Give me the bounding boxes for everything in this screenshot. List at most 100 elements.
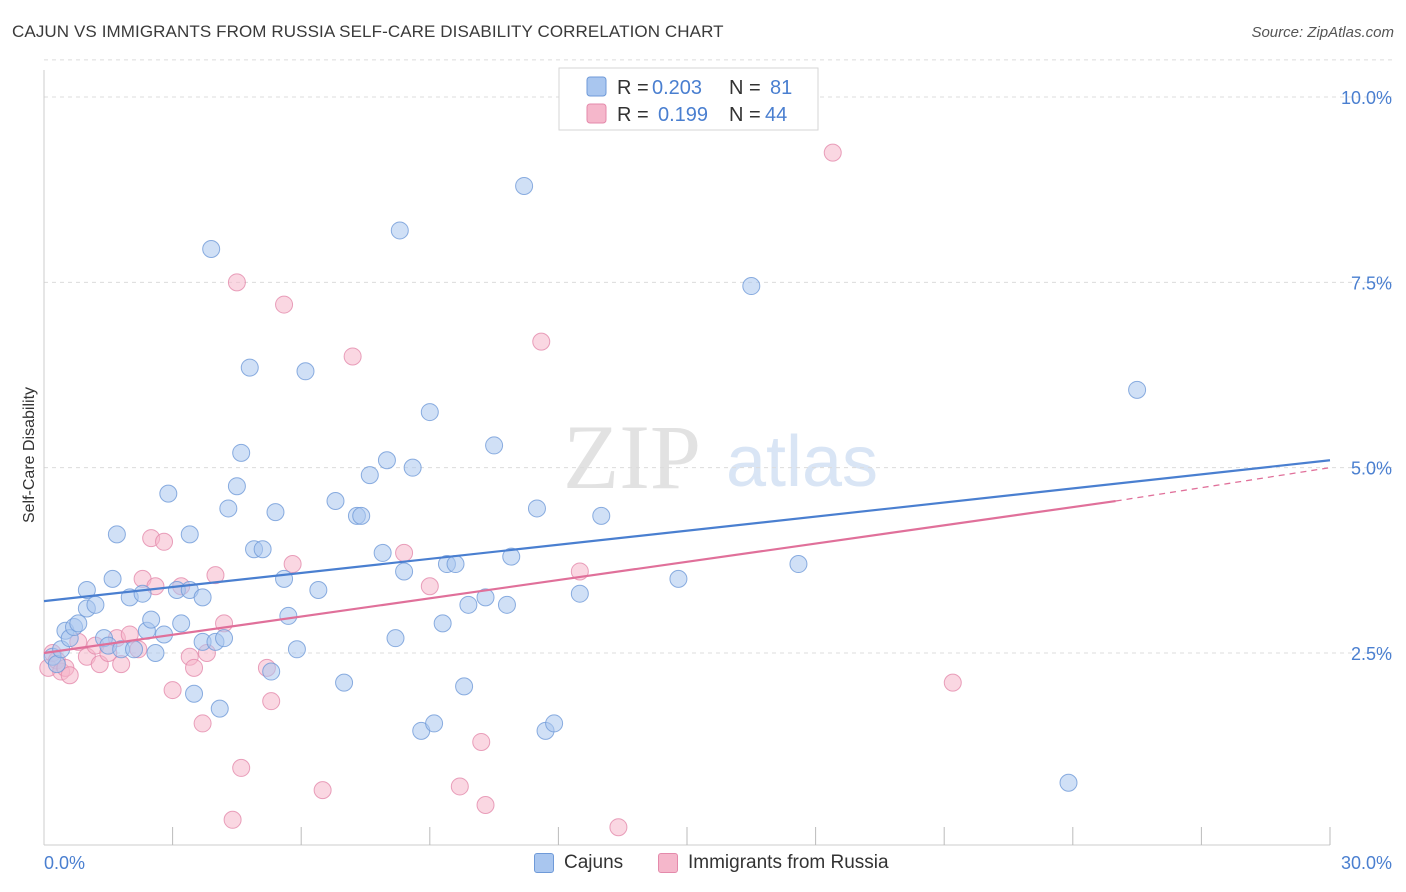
russia-point-29	[232, 758, 251, 777]
cajuns-point-36	[232, 443, 251, 462]
legend-item-cajuns: Cajuns	[534, 852, 623, 874]
bottom-legend: Cajuns Immigrants from Russia	[0, 852, 1406, 880]
cajuns-point-47	[326, 492, 345, 511]
legend-swatch-pink	[586, 103, 607, 124]
legend-swatch-cajuns	[534, 853, 554, 873]
cajuns-point-44	[287, 640, 306, 659]
cajuns-point-35	[227, 477, 246, 496]
cajuns-point-30	[202, 239, 221, 258]
russia-point-23	[193, 714, 212, 733]
legend-n-value-1: 81	[770, 77, 792, 99]
russia-point-33	[283, 555, 302, 574]
x-tick-label-max: 30.0%	[1341, 853, 1392, 873]
cajuns-point-76	[669, 569, 688, 588]
grid-lines	[44, 59, 1392, 654]
series-cajuns-points	[43, 176, 1147, 792]
cajuns-point-32	[210, 699, 229, 718]
cajuns-point-9	[86, 595, 105, 614]
russia-point-34	[313, 781, 332, 800]
y-tick-labels: 2.5% 5.0% 7.5% 10.0%	[1341, 88, 1392, 664]
legend-label-russia: Immigrants from Russia	[688, 852, 889, 873]
russia-point-36	[395, 543, 414, 562]
cajuns-point-7	[77, 580, 96, 599]
cajuns-point-65	[459, 595, 478, 614]
cajuns-point-39	[253, 540, 272, 559]
trend-lines	[43, 459, 1331, 655]
legend-item-russia: Immigrants from Russia	[658, 852, 889, 874]
cajuns-point-70	[515, 176, 534, 195]
cajuns-point-66	[476, 588, 495, 607]
cajuns-point-24	[172, 614, 191, 633]
cajuns-point-20	[146, 644, 165, 662]
cajuns-point-63	[446, 555, 465, 574]
cajuns-point-17	[133, 584, 152, 603]
russia-point-35	[343, 347, 362, 366]
y-tick-label-2: 7.5%	[1351, 273, 1392, 293]
top-legend: R = 0.203 N = 81 R = 0.199 N = 44	[558, 67, 819, 131]
legend-r-label-2: R =	[617, 104, 649, 126]
legend-r-label-1: R =	[617, 77, 649, 99]
cajuns-point-50	[352, 506, 371, 525]
axes	[43, 70, 1331, 846]
cajuns-point-34	[219, 499, 238, 518]
russia-point-27	[223, 810, 242, 829]
cajuns-point-71	[527, 499, 546, 518]
legend-n-value-2: 44	[765, 104, 787, 126]
y-tick-label-0: 2.5%	[1351, 644, 1392, 664]
cajuns-point-22	[159, 484, 178, 503]
cajuns-point-53	[377, 451, 396, 470]
cajuns-point-43	[279, 606, 298, 625]
cajuns-point-16	[125, 640, 144, 659]
russia-point-31	[262, 692, 281, 711]
cajuns-point-45	[296, 362, 315, 381]
cajuns-point-74	[570, 584, 589, 603]
russia-point-18	[155, 532, 174, 551]
russia-point-41	[532, 332, 551, 351]
cajuns-point-80	[1059, 773, 1078, 792]
cajuns-point-29	[193, 588, 212, 607]
cajuns-point-6	[69, 614, 88, 633]
cajuns-point-52	[373, 543, 392, 562]
cajuns-trend-line	[43, 459, 1331, 603]
cajuns-point-42	[275, 569, 294, 588]
y-tick-label-3: 10.0%	[1341, 88, 1392, 108]
legend-r-value-2: 0.199	[658, 104, 708, 126]
cajuns-point-26	[180, 525, 199, 544]
cajuns-point-64	[455, 677, 474, 696]
russia-point-38	[450, 777, 469, 796]
russia-point-28	[227, 273, 246, 292]
legend-label-cajuns: Cajuns	[564, 852, 624, 873]
cajuns-point-77	[742, 277, 761, 296]
cajuns-point-61	[433, 614, 452, 633]
cajuns-point-75	[592, 506, 611, 525]
russia-point-32	[275, 295, 294, 314]
cajuns-point-46	[309, 580, 328, 599]
cajuns-point-13	[107, 525, 126, 544]
russia-point-45	[943, 673, 962, 692]
cajuns-point-37	[240, 358, 259, 377]
legend-n-label-1: N =	[729, 77, 761, 99]
watermark-zip: ZIP	[563, 406, 701, 508]
russia-trend-extension	[1115, 467, 1331, 502]
cajuns-point-55	[390, 221, 409, 240]
cajuns-point-51	[360, 466, 379, 485]
source-label: Source: ZipAtlas.com	[1251, 24, 1394, 41]
y-tick-label-1: 5.0%	[1351, 459, 1392, 479]
russia-point-40	[476, 795, 495, 814]
russia-point-5	[60, 666, 79, 685]
x-tick-labels: 0.0% 30.0%	[44, 853, 1392, 873]
cajuns-point-40	[262, 662, 281, 681]
cajuns-point-12	[103, 569, 122, 588]
cajuns-point-69	[502, 547, 521, 566]
legend-r-value-1: 0.203	[652, 77, 702, 99]
russia-point-44	[823, 143, 842, 162]
cajuns-point-67	[485, 436, 504, 455]
watermark: ZIP atlas	[563, 406, 878, 508]
cajuns-point-48	[335, 673, 354, 692]
legend-swatch-russia	[658, 853, 678, 873]
cajuns-point-1	[47, 655, 66, 674]
russia-point-25	[206, 566, 225, 585]
x-tick-label-min: 0.0%	[44, 853, 85, 873]
russia-point-22	[185, 658, 204, 677]
